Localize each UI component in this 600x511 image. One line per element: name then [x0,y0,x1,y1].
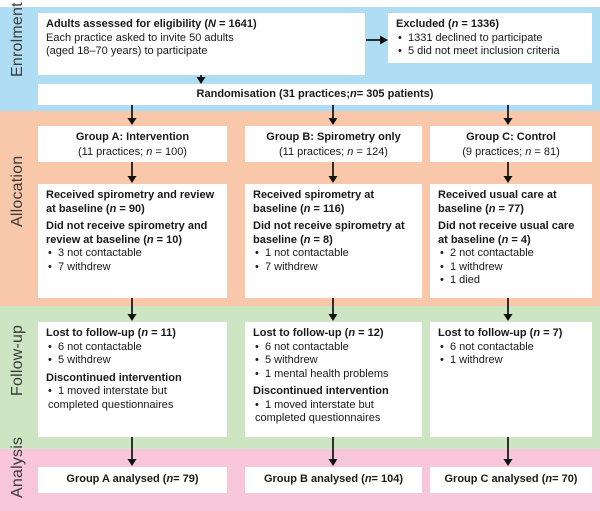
group-c-allocation-box: Received usual care at baseline (n = 77)… [430,184,592,298]
followup-bullet: 1 moved interstate but completed questio… [253,399,414,426]
lost-title: Lost to follow-up (n = 11) [46,327,176,339]
group-b-analysed-box: Group B analysed (n = 104) [245,467,422,493]
eligibility-line: (aged 18–70 years) to participate [46,45,208,57]
group-a-title: Group A: Intervention [75,131,190,143]
eligibility-line: Each practice asked to invite 50 adults [46,31,234,44]
group-a-header-box: Group A: Intervention (11 practices; n =… [38,126,227,162]
group-b-title: Group B: Spirometry only [266,131,401,143]
excluded-bullet: 1331 declined to participate [396,32,584,46]
band-label-analysis: Analysis [9,436,26,498]
excluded-bullet: 5 did not meet inclusion criteria [396,45,584,59]
band-label-enrolment: Enrolment [9,2,26,77]
group-b-allocation-box: Received spirometry at baseline (n = 116… [245,184,422,298]
excluded-title: Excluded (n = 1336) [396,18,500,30]
followup-bullet: 6 not contactable [46,341,219,355]
allocation-bullet: 1 not contactable [253,247,414,261]
not-received-title: Did not receive spirometry and review at… [46,220,208,246]
received-title: Received usual care at baseline (n = 77) [438,189,557,215]
followup-bullet: 1 mental health problems [253,368,414,382]
band-label-followup: Follow-up [9,324,26,396]
followup-bullet: 6 not contactable [438,341,584,355]
eligibility-box: Adults assessed for eligibility (N = 164… [38,13,365,75]
group-c-header-box: Group C: Control (9 practices; n = 81) [430,126,592,162]
group-c-title: Group C: Control [466,131,556,143]
allocation-bullet: 1 withdrew [438,261,584,275]
discontinued-title: Discontinued intervention [46,371,182,384]
followup-bullet: 1 moved interstate but completed questio… [46,385,219,412]
allocation-bullet: 7 withdrew [253,261,414,275]
not-received-title: Did not receive spirometry at baseline (… [253,220,405,246]
group-c-subtitle: (9 practices; n = 81) [462,146,560,158]
not-received-title: Did not receive usual care at baseline (… [438,220,575,246]
followup-bullet: 5 withdrew [253,354,414,368]
allocation-bullet: 1 died [438,274,584,288]
discontinued-title: Discontinued intervention [253,385,389,397]
group-b-header-box: Group B: Spirometry only (11 practices; … [245,126,422,162]
group-c-analysed-box: Group C analysed (n = 70) [430,467,592,493]
received-title: Received spirometry and review at baseli… [46,189,215,215]
eligibility-title: Adults assessed for eligibility (N = 164… [46,18,257,30]
followup-bullet: 6 not contactable [253,341,414,355]
lost-title: Lost to follow-up (n = 7) [438,327,563,339]
group-a-allocation-box: Received spirometry and review at baseli… [38,184,227,298]
lost-title: Lost to follow-up (n = 12) [253,327,384,339]
excluded-box: Excluded (n = 1336) 1331 declined to par… [388,13,592,63]
group-b-subtitle: (11 practices; n = 124) [279,146,388,158]
followup-bullet: 1 withdrew [438,354,584,368]
randomisation-box: Randomisation (31 practices; n = 305 pat… [38,84,592,105]
received-title: Received spirometry at baseline (n = 116… [253,189,375,215]
group-b-followup-box: Lost to follow-up (n = 12) 6 not contact… [245,322,422,437]
allocation-bullet: 7 withdrew [46,261,219,275]
allocation-bullet: 3 not contactable [46,247,219,261]
group-a-followup-box: Lost to follow-up (n = 11) 6 not contact… [38,322,227,437]
group-a-analysed-box: Group A analysed (n = 79) [38,467,227,493]
followup-bullet: 5 withdrew [46,354,219,368]
band-label-allocation: Allocation [9,155,26,227]
group-a-subtitle: (11 practices; n = 100) [78,146,187,158]
allocation-bullet: 2 not contactable [438,247,584,261]
group-c-followup-box: Lost to follow-up (n = 7) 6 not contacta… [430,322,592,437]
